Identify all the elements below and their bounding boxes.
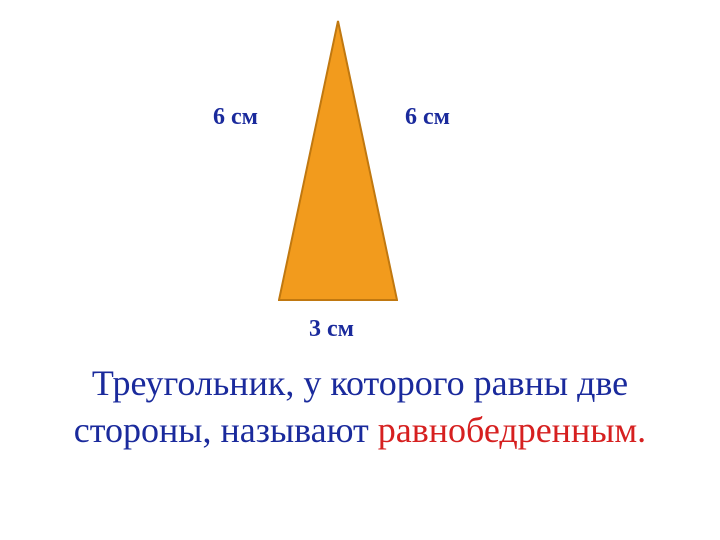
definition-text: Треугольник, у которого равны две сторон… xyxy=(0,360,720,454)
definition-highlight: равнобедренным. xyxy=(378,410,646,450)
left-side-label: 6 см xyxy=(213,104,258,131)
triangle-polygon xyxy=(279,21,397,300)
diagram-area: 6 см 6 см 3 см xyxy=(0,0,720,340)
right-side-label: 6 см xyxy=(405,104,450,131)
bottom-side-label: 3 см xyxy=(309,316,354,343)
triangle-shape xyxy=(278,20,398,302)
